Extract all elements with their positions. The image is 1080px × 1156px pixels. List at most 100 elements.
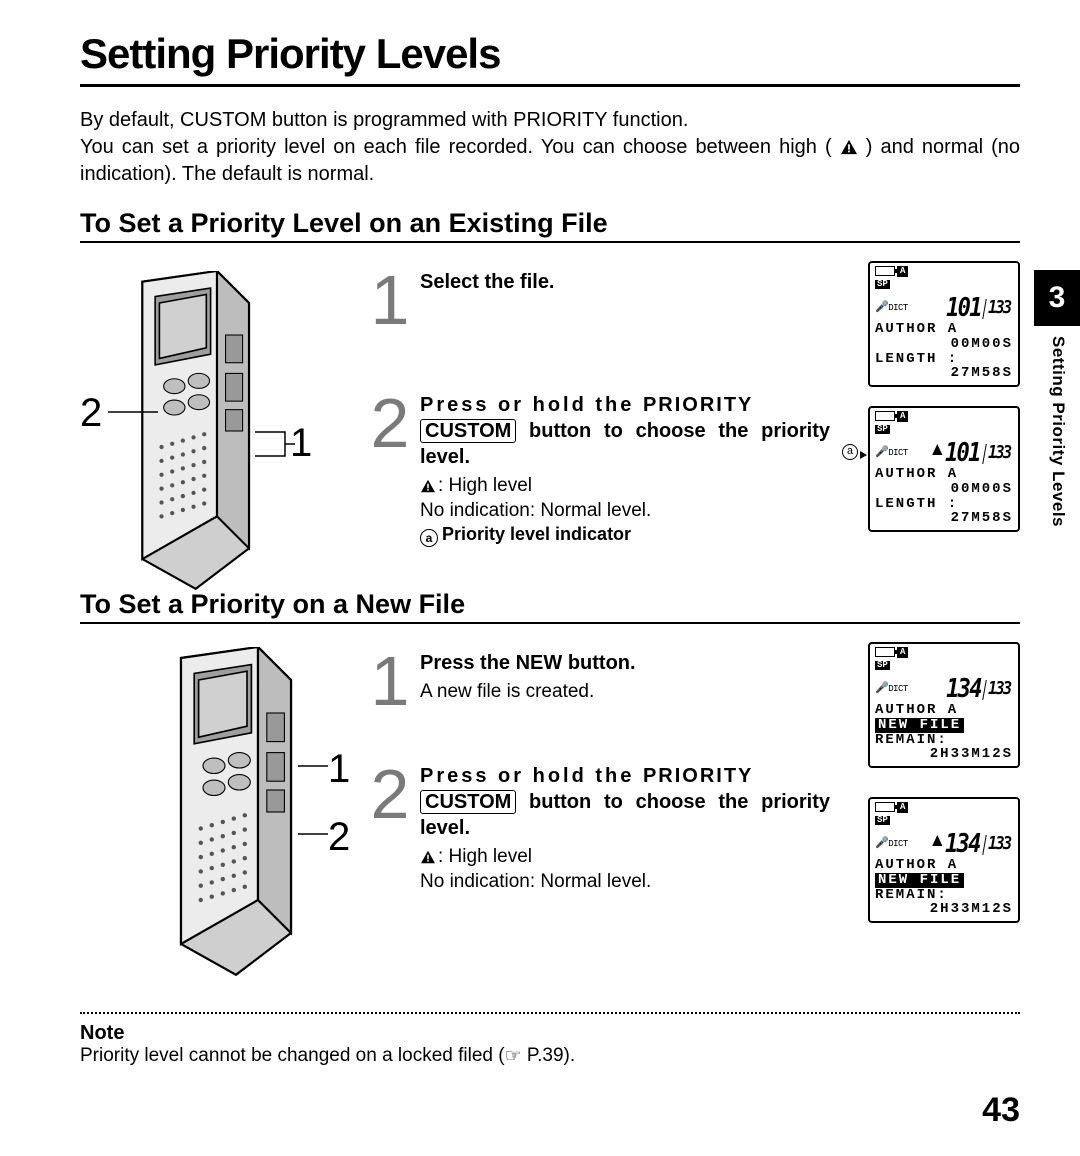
- step-number: 2: [370, 763, 410, 826]
- step-2-1-explain: A new file is created.: [420, 680, 830, 705]
- page-number: 43: [982, 1091, 1020, 1130]
- note-heading: Note: [80, 1022, 1020, 1045]
- file-number: 101: [946, 295, 981, 322]
- battery-icon: [875, 411, 895, 421]
- remain-value: 2H33M12S: [875, 747, 1013, 762]
- new-file-badge: NEW FILE: [875, 718, 964, 733]
- step-2-2: 2 Press or hold the PRIORITY CUSTOM butt…: [370, 763, 830, 894]
- author-label: AUTHOR A: [875, 703, 1013, 718]
- callout-2: 2: [328, 815, 350, 860]
- title-rule: [80, 84, 1020, 87]
- vertical-section-label: Setting Priority Levels: [1048, 336, 1068, 527]
- mic-icon: 🎤: [875, 303, 888, 315]
- length-2: 27M58S: [875, 511, 1013, 526]
- intro-line1: By default, CUSTOM button is programmed …: [80, 109, 688, 131]
- file-total: 133: [988, 835, 1011, 854]
- step-1-2: 2 Press or hold the PRIORITY CUSTOM butt…: [370, 392, 830, 548]
- dict-label: DICT: [888, 685, 908, 694]
- length-1: 00M00S: [875, 337, 1013, 352]
- warning-icon: [840, 136, 858, 152]
- note-text-b: P.39).: [522, 1045, 576, 1066]
- file-number: 134: [932, 831, 980, 858]
- a-badge: A: [897, 266, 908, 277]
- lcd-screenshot-1: A SP 🎤DICT 101 133 AUTHOR A 00M00S LENGT…: [868, 261, 1020, 387]
- mic-icon: 🎤: [875, 684, 888, 696]
- arrow-icon: [860, 451, 867, 459]
- dict-label: DICT: [888, 449, 908, 458]
- author-label: AUTHOR A: [875, 467, 1013, 482]
- lcd-screenshot-2: a A SP 🎤DICT 101 133 AUTHOR A 00M00S LEN…: [868, 406, 1020, 532]
- callout-line: [108, 411, 158, 413]
- lcd-screenshot-4: A SP 🎤DICT 134 133 AUTHOR A NEW FILE REM…: [868, 797, 1020, 923]
- mic-icon: 🎤: [875, 839, 888, 851]
- warning-icon: [420, 476, 438, 492]
- device-illustration-2: 1 2: [110, 647, 350, 967]
- pointer-icon: ☞: [505, 1045, 522, 1068]
- length-2: 27M58S: [875, 366, 1013, 381]
- file-total: 133: [988, 444, 1011, 463]
- section2-steps: 1 Press the NEW button. A new file is cr…: [370, 650, 830, 894]
- step-2-1-text-a: Press the: [420, 652, 516, 674]
- battery-icon: [875, 802, 895, 812]
- dict-label: DICT: [888, 840, 908, 849]
- a-badge: A: [897, 647, 908, 658]
- dict-label: DICT: [888, 304, 908, 313]
- section1-steps: 1 Select the file. 2 Press or hold the P…: [370, 269, 830, 548]
- step-number: 1: [370, 650, 410, 713]
- length-1: 00M00S: [875, 482, 1013, 497]
- note-text-a: Priority level cannot be changed on a lo…: [80, 1045, 505, 1066]
- intro-line2a: You can set a priority level on each fil…: [80, 136, 832, 158]
- high-level-label: : High level: [438, 846, 532, 867]
- callout-line: [298, 765, 328, 767]
- intro-text: By default, CUSTOM button is programmed …: [80, 107, 1020, 188]
- callout-2: 2: [80, 391, 102, 436]
- new-keyword: NEW: [516, 652, 563, 674]
- sp-badge: SP: [875, 816, 890, 825]
- step-1-2-text-a: Press or hold the: [420, 394, 643, 416]
- a-badge: A: [897, 411, 908, 422]
- sp-badge: SP: [875, 425, 890, 434]
- sp-badge: SP: [875, 661, 890, 670]
- callout-1: 1: [328, 747, 350, 792]
- step-1-1: 1 Select the file.: [370, 269, 830, 332]
- indicator-text: Priority level indicator: [442, 524, 631, 544]
- section2: 1 2 1 Press the NEW button. A new file i…: [80, 642, 1020, 1002]
- battery-icon: [875, 647, 895, 657]
- page-title: Setting Priority Levels: [80, 30, 1020, 78]
- battery-icon: [875, 266, 895, 276]
- step-number: 1: [370, 269, 410, 332]
- chapter-tab: 3: [1034, 270, 1080, 326]
- high-level-label: : High level: [438, 475, 532, 496]
- device-illustration-1: 2 1: [70, 271, 310, 591]
- normal-level-label: No indication: Normal level.: [420, 500, 651, 521]
- sp-badge: SP: [875, 280, 890, 289]
- file-total: 133: [988, 680, 1011, 699]
- new-file-badge: NEW FILE: [875, 873, 964, 888]
- priority-keyword: PRIORITY: [643, 765, 753, 787]
- length-label: LENGTH :: [875, 352, 1013, 367]
- remain-label: REMAIN:: [875, 888, 1013, 903]
- section1-heading: To Set a Priority Level on an Existing F…: [80, 208, 1020, 243]
- mic-icon: 🎤: [875, 448, 888, 460]
- length-label: LENGTH :: [875, 497, 1013, 512]
- author-label: AUTHOR A: [875, 322, 1013, 337]
- dotted-rule: [80, 1012, 1020, 1014]
- custom-button-word: CUSTOM: [420, 790, 516, 814]
- circle-a-icon: a: [420, 529, 438, 547]
- normal-level-label: No indication: Normal level.: [420, 871, 651, 892]
- file-total: 133: [988, 299, 1011, 318]
- step-2-1-text-b: button.: [562, 652, 635, 674]
- callout-line: [298, 833, 328, 835]
- step-number: 2: [370, 392, 410, 455]
- circle-a-icon: a: [842, 444, 858, 460]
- lcd-screenshot-3: A SP 🎤DICT 134 133 AUTHOR A NEW FILE REM…: [868, 642, 1020, 768]
- priority-keyword: PRIORITY: [643, 394, 753, 416]
- file-number: 134: [946, 676, 981, 703]
- step-2-1: 1 Press the NEW button. A new file is cr…: [370, 650, 830, 713]
- callout-bracket: [255, 429, 295, 459]
- warning-icon: [420, 847, 438, 863]
- file-number: 101: [932, 440, 980, 467]
- custom-button-word: CUSTOM: [420, 419, 516, 443]
- author-label: AUTHOR A: [875, 858, 1013, 873]
- a-badge: A: [897, 802, 908, 813]
